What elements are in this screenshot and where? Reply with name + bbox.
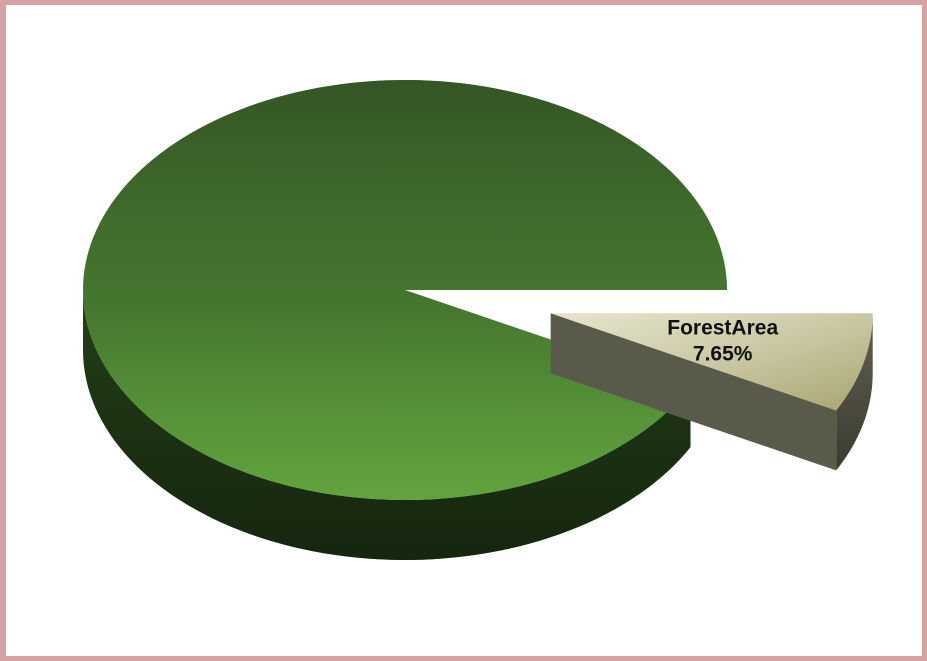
slice-side-shade	[83, 290, 691, 560]
slice-side-shade	[836, 313, 873, 471]
slice-shade	[550, 313, 873, 411]
slice-cut	[550, 313, 837, 471]
slice-value-label: 7.65%	[693, 342, 753, 365]
slice-label: ForestArea	[667, 316, 778, 339]
slice-shade	[83, 80, 727, 500]
